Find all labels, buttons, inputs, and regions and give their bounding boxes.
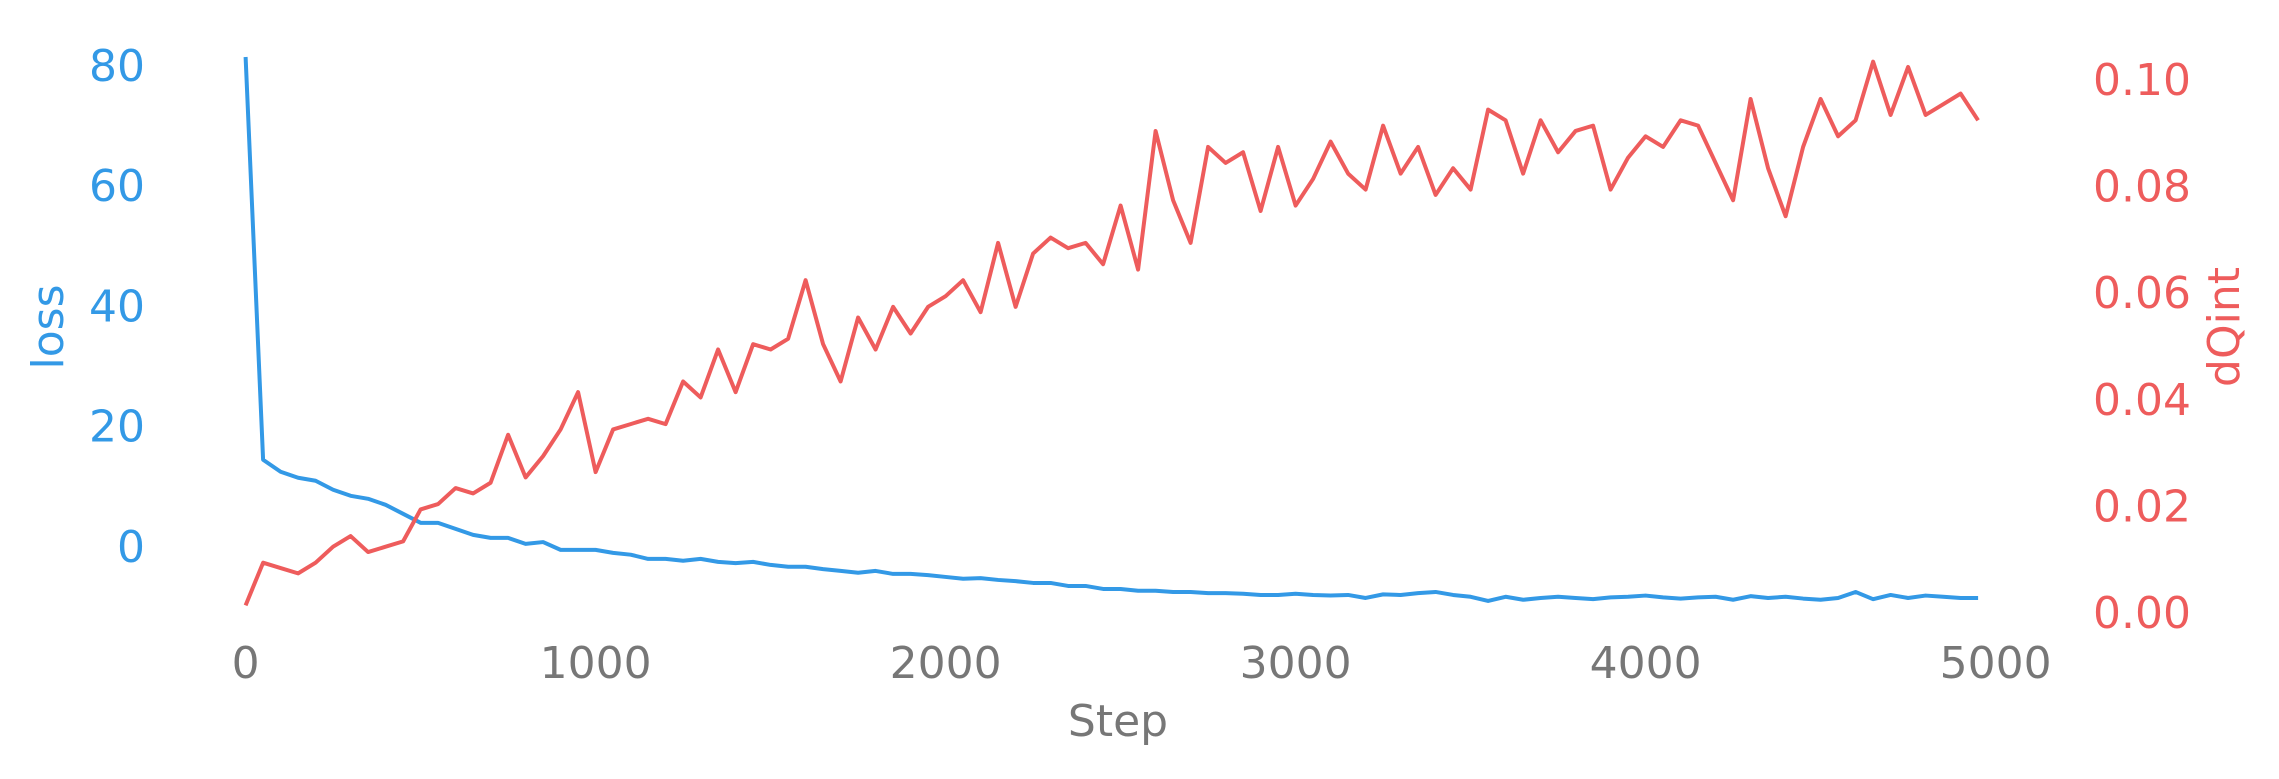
y-tick-label: 0: [117, 522, 145, 573]
x-tick-label: 4000: [1590, 638, 1702, 689]
y2-tick-label: 0.08: [2093, 162, 2191, 213]
x-axis-label: Step: [1068, 696, 1168, 747]
y-axis-label: loss: [23, 285, 74, 370]
x-tick-label: 1000: [540, 638, 652, 689]
y-tick-label: 60: [89, 161, 145, 212]
x-tick-label: 3000: [1240, 638, 1352, 689]
x-tick-label: 5000: [1940, 638, 2052, 689]
series-line: [243, 59, 1980, 607]
x-tick-label: 2000: [890, 638, 1002, 689]
y-tick-label: 20: [89, 402, 145, 453]
y2-tick-label: 0.02: [2093, 481, 2191, 532]
y-tick-label: 40: [89, 281, 145, 332]
y2-tick-label: 0.00: [2093, 588, 2191, 639]
series-line: [243, 56, 1979, 603]
y2-axis-label: dQint: [2199, 267, 2250, 387]
y2-tick-label: 0.04: [2093, 375, 2191, 426]
y-tick-label: 80: [89, 41, 145, 92]
x-tick-label: 0: [232, 638, 260, 689]
y2-tick-label: 0.06: [2093, 268, 2191, 319]
y2-tick-label: 0.10: [2093, 55, 2191, 106]
